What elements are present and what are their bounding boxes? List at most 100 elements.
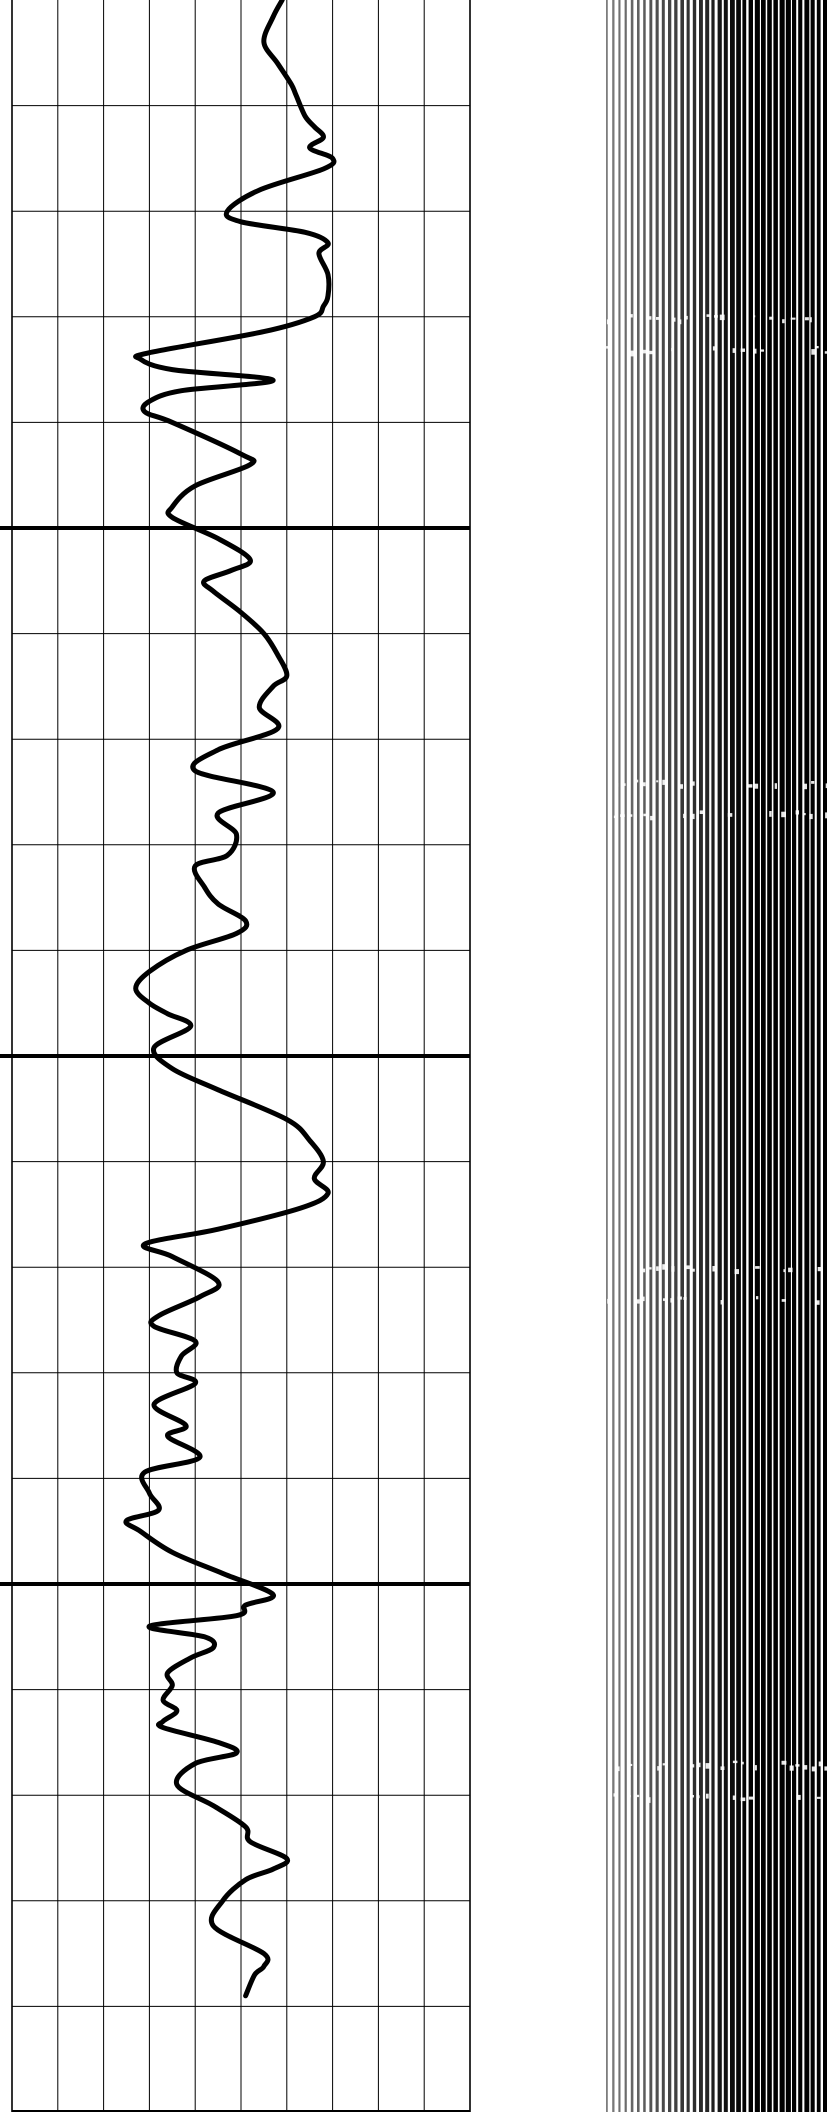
wiggle-noise <box>754 1765 757 1771</box>
wiggle-noise <box>753 348 757 354</box>
wiggle-noise <box>720 1766 725 1770</box>
wiggle-noise <box>628 1763 633 1766</box>
wiggle-noise <box>824 351 827 354</box>
wiggle-noise <box>613 815 616 819</box>
wiggle-noise <box>783 1269 786 1273</box>
wiggle-trace <box>748 0 753 2112</box>
wiggle-noise <box>620 783 626 786</box>
wiggle-noise <box>683 1297 687 1300</box>
wiggle-trace <box>742 0 747 2112</box>
wiggle-noise <box>734 1269 739 1275</box>
wiggle-noise <box>615 1766 620 1772</box>
wiggle-noise <box>606 319 611 325</box>
wiggle-noise <box>811 781 815 784</box>
wiggle-noise <box>824 1766 827 1771</box>
wiggle-noise <box>608 779 612 786</box>
wiggle-noise <box>697 1762 701 1768</box>
wiggle-trace <box>705 0 710 2112</box>
wiggle-noise <box>607 1298 610 1304</box>
wiggle-trace <box>618 0 621 2112</box>
wiggle-trace <box>810 0 815 2112</box>
wiggle-noise <box>671 348 674 352</box>
wiggle-noise <box>809 813 813 820</box>
wiggle-noise <box>629 350 635 357</box>
wiggle-noise <box>662 1763 666 1766</box>
wiggle-trace <box>792 0 797 2112</box>
wiggle-noise <box>706 1793 709 1799</box>
wiggle-noise <box>755 1266 760 1269</box>
wiggle-trace <box>612 0 615 2112</box>
wiggle-noise <box>720 1300 723 1305</box>
curve-layer <box>123 0 337 1999</box>
wiggle-noise <box>649 1267 652 1270</box>
wiggle-noise <box>781 1760 787 1765</box>
wiggle-noise <box>741 1761 744 1765</box>
wiggle-trace-panel <box>606 0 827 2112</box>
wiggle-noise <box>662 779 668 785</box>
wiggle-noise <box>656 317 660 320</box>
wiggle-noise <box>699 810 704 814</box>
wiggle-noise <box>825 812 827 819</box>
wiggle-noise <box>712 346 717 351</box>
wiggle-noise <box>782 319 785 324</box>
wiggle-noise <box>684 315 688 320</box>
wiggle-noise <box>816 1300 820 1305</box>
wiggle-noise <box>809 317 812 323</box>
grid-layer <box>0 0 471 2112</box>
wiggle-noise <box>803 813 806 816</box>
wiggle-noise <box>756 1296 759 1300</box>
wiggle-trace <box>637 0 640 2112</box>
wiggle-noise <box>657 1766 661 1771</box>
wiggle-trace <box>717 0 722 2112</box>
wiggle-noise <box>620 1299 625 1306</box>
wiggle-noise <box>796 1794 801 1800</box>
wiggle-noise <box>663 1298 666 1301</box>
wiggle-trace <box>779 0 785 2112</box>
wiggle-trace <box>767 0 772 2112</box>
wiggle-noise <box>677 1296 682 1300</box>
wiggle-noise <box>634 779 639 783</box>
wiggle-trace <box>624 0 627 2112</box>
wiggle-noise <box>690 813 695 820</box>
wiggle-trace <box>674 0 678 2112</box>
wiggle-noise <box>690 1764 695 1768</box>
wiggle-noise <box>686 1265 690 1270</box>
wiggle-noise <box>740 348 745 352</box>
wiggle-noise <box>656 780 659 783</box>
wiggle-noise <box>804 317 809 321</box>
wiggle-noise <box>789 1765 794 1771</box>
wiggle-trace <box>773 0 778 2112</box>
wiggle-trace <box>692 0 697 2112</box>
wiggle-noise <box>790 317 796 320</box>
wiggle-trace <box>723 0 728 2112</box>
wiggle-noise <box>732 1795 736 1800</box>
wiggle-noise <box>650 815 654 821</box>
wiggle-trace <box>711 0 715 2112</box>
wiggle-trace <box>649 0 653 2112</box>
wiggle-noise <box>697 1795 700 1799</box>
wiggle-noise <box>613 1793 618 1797</box>
wiggle-noise <box>629 814 633 817</box>
wiggle-trace <box>736 0 741 2112</box>
wiggle-noise <box>748 1796 754 1800</box>
wiggle-noise <box>817 1267 821 1272</box>
wiggle-noise <box>606 346 611 349</box>
wiggle-noise <box>648 316 652 320</box>
wiggle-noise <box>727 813 733 817</box>
wiggle-noise <box>615 783 619 787</box>
wiggle-noise <box>732 348 736 353</box>
wiggle-noise <box>620 814 625 817</box>
wiggle-noise <box>760 349 764 352</box>
wiggle-noise <box>627 1795 631 1798</box>
wiggle-noise <box>769 811 772 817</box>
wiggle-noise <box>690 1268 695 1272</box>
wiggle-trace <box>655 0 659 2112</box>
wiggle-trace <box>804 0 810 2112</box>
wiggle-noise <box>803 783 807 790</box>
wiggle-noise <box>747 784 753 788</box>
wiggle-noise <box>705 1763 710 1769</box>
wiggle-trace <box>785 0 791 2112</box>
wiggle-noise <box>774 783 777 789</box>
wiggle-noise <box>732 1760 738 1764</box>
